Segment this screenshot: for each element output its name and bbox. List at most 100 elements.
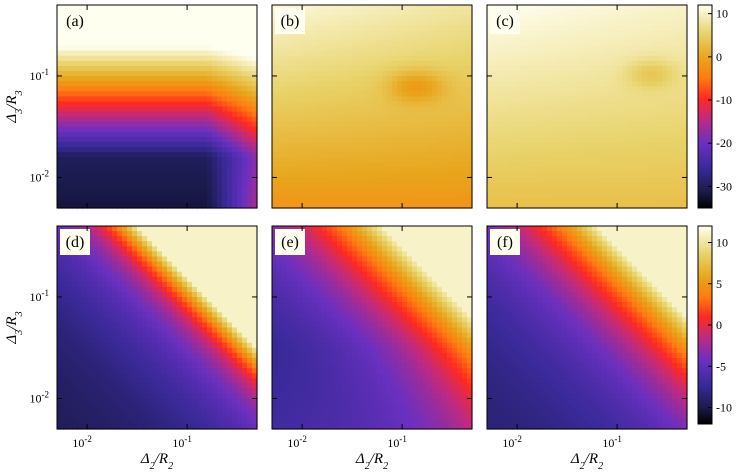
heatmap-cell	[242, 106, 248, 113]
heatmap-cell	[572, 172, 578, 179]
heatmap-cell	[67, 413, 73, 420]
heatmap-cell	[187, 35, 193, 42]
heatmap-cell	[462, 81, 468, 87]
heatmap-cell	[362, 25, 368, 31]
heatmap-cell	[547, 65, 553, 72]
heatmap-cell	[297, 76, 303, 82]
heatmap-cell	[187, 86, 193, 92]
heatmap-cell	[407, 116, 413, 123]
heatmap-cell	[87, 121, 93, 128]
heatmap-cell	[677, 60, 683, 67]
heatmap-cell	[272, 55, 278, 62]
heatmap-cell	[587, 91, 593, 97]
heatmap-cell	[252, 111, 258, 118]
heatmap-cell	[602, 60, 608, 67]
heatmap-cell	[152, 167, 158, 174]
heatmap-cell	[72, 256, 78, 263]
heatmap-cell	[487, 55, 493, 62]
heatmap-cell	[292, 91, 298, 97]
heatmap-cell	[132, 86, 138, 92]
heatmap-cell	[502, 157, 508, 163]
heatmap-cell	[192, 15, 198, 21]
heatmap-cell	[172, 96, 178, 103]
heatmap-cell	[67, 378, 73, 384]
heatmap-cell	[207, 35, 213, 42]
heatmap-cell	[557, 152, 563, 158]
heatmap-cell	[417, 202, 423, 209]
heatmap-cell	[507, 55, 513, 62]
heatmap-cell	[402, 5, 408, 11]
heatmap-cell	[77, 347, 83, 354]
heatmap-cell	[292, 65, 298, 72]
heatmap-cell	[682, 147, 688, 153]
heatmap-cell	[682, 197, 688, 204]
heatmap-cell	[347, 86, 353, 92]
heatmap-cell	[612, 182, 618, 189]
heatmap-cell	[197, 177, 203, 184]
heatmap-cell	[372, 187, 378, 194]
heatmap-cell	[377, 96, 383, 103]
heatmap-cell	[647, 111, 653, 118]
heatmap-cell	[137, 197, 143, 204]
heatmap-cell	[522, 65, 528, 72]
heatmap-cell	[107, 40, 113, 47]
heatmap-cell	[277, 96, 283, 103]
heatmap-cell	[132, 65, 138, 72]
heatmap-cell	[277, 101, 283, 108]
heatmap-cell	[347, 50, 353, 57]
heatmap-cell	[377, 202, 383, 209]
heatmap-cell	[217, 45, 223, 52]
heatmap-cell	[377, 60, 383, 67]
heatmap-cell	[607, 142, 613, 148]
heatmap-cell	[602, 152, 608, 158]
heatmap-cell	[227, 40, 233, 47]
heatmap-cell	[147, 30, 153, 37]
heatmap-cell	[582, 192, 588, 199]
heatmap-cell	[647, 106, 653, 113]
heatmap-cell	[127, 136, 133, 143]
heatmap-cell	[657, 55, 663, 62]
heatmap-cell	[637, 10, 643, 16]
heatmap-cell	[642, 101, 648, 108]
heatmap-cell	[232, 20, 238, 26]
heatmap-cell	[672, 187, 678, 194]
heatmap-cell	[152, 76, 158, 82]
heatmap-cell	[212, 55, 218, 62]
heatmap-cell	[387, 172, 393, 179]
heatmap-cell	[637, 182, 643, 189]
heatmap-cell	[62, 423, 68, 430]
heatmap-cell	[542, 91, 548, 97]
heatmap-cell	[337, 126, 343, 133]
heatmap-cell	[77, 70, 83, 77]
heatmap-cell	[417, 25, 423, 31]
heatmap-cell	[157, 157, 163, 163]
heatmap-cell	[467, 96, 473, 103]
heatmap-cell	[107, 60, 113, 67]
heatmap-cell	[272, 157, 278, 163]
heatmap-cell	[402, 152, 408, 158]
heatmap-cell	[452, 142, 458, 148]
heatmap-cell	[172, 172, 178, 179]
heatmap-cell	[552, 86, 558, 92]
heatmap-cell	[447, 65, 453, 72]
heatmap-cell	[217, 70, 223, 77]
heatmap-cell	[537, 202, 543, 209]
heatmap-cell	[497, 167, 503, 174]
heatmap-cell	[342, 116, 348, 123]
heatmap-cell	[287, 157, 293, 163]
heatmap-cell	[617, 202, 623, 209]
heatmap-cell	[242, 187, 248, 194]
heatmap-cell	[242, 76, 248, 82]
heatmap-cell	[157, 142, 163, 148]
heatmap-cell	[377, 101, 383, 108]
heatmap-cell	[337, 25, 343, 31]
heatmap-cell	[677, 147, 683, 153]
heatmap-cell	[452, 202, 458, 209]
heatmap-cell	[492, 131, 498, 138]
heatmap-cell	[487, 197, 493, 204]
heatmap-cell	[467, 126, 473, 133]
heatmap-cell	[657, 20, 663, 26]
heatmap-cell	[642, 152, 648, 158]
heatmap-cell	[322, 162, 328, 168]
heatmap-cell	[607, 197, 613, 204]
